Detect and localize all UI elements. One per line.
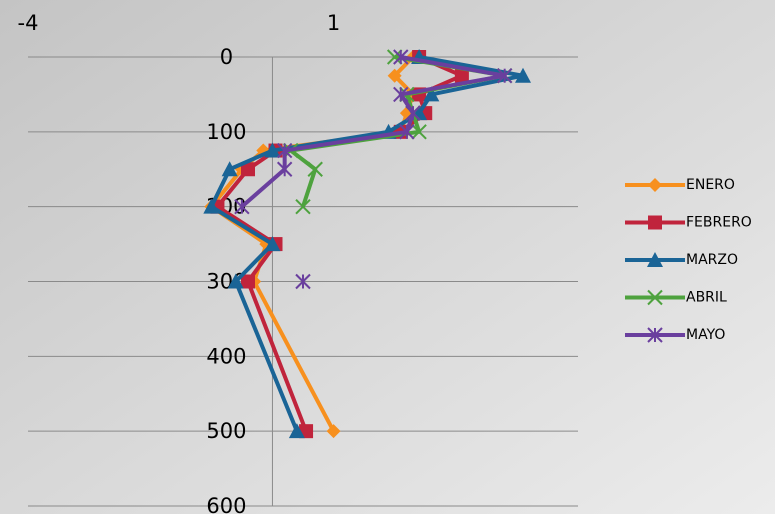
marker-shape [648,215,662,230]
marker [288,423,305,439]
marker-shape [295,198,311,215]
marker-shape [241,274,255,289]
marker-shape [387,68,402,83]
y-tick-label: 400 [206,344,246,368]
marker [411,124,427,140]
y-tick-label: 500 [206,419,246,443]
marker [234,198,250,215]
marker [241,162,255,177]
marker [264,236,281,252]
marker [387,68,402,83]
marker [647,252,663,267]
marker-shape [264,236,281,252]
y-tick-label: 600 [206,494,246,514]
marker-shape [411,124,427,140]
marker [264,142,281,158]
legend-label: ENERO [686,177,735,193]
x-tick-label: -4 [18,11,39,35]
marker-shape [515,67,531,83]
marker [295,273,311,290]
marker [307,161,323,177]
marker-shape [647,252,663,267]
marker-shape [386,49,403,65]
marker-shape [203,198,220,214]
x-tick-label: 1 [327,11,340,35]
y-tick-label: 100 [206,120,246,144]
marker-shape [264,142,281,158]
marker-shape [423,86,440,102]
y-tick-label: 0 [220,45,233,69]
marker-shape [221,161,238,177]
marker-shape [648,178,662,192]
legend-label: FEBRERO [686,215,752,231]
marker [393,86,409,103]
marker [647,289,663,306]
marker [276,142,293,159]
marker [515,67,531,83]
marker [276,161,293,177]
marker [647,327,663,343]
marker [241,274,255,289]
marker [393,49,409,65]
marker-shape [227,273,244,289]
marker [454,68,469,83]
legend-label: MARZO [686,252,738,268]
marker [326,424,341,439]
marker-shape [647,289,663,306]
legend-label: MAYO [686,327,725,343]
marker [423,86,440,102]
marker [399,124,415,140]
marker-shape [307,161,323,177]
marker [386,49,403,65]
marker [203,198,220,214]
marker [405,105,421,121]
marker-shape [326,424,341,439]
marker [227,273,244,289]
marker-shape [288,423,305,439]
marker [648,215,662,230]
marker [295,198,311,215]
legend-label: ABRIL [686,290,727,306]
marker-shape [241,162,255,177]
marker [496,68,513,84]
marker [648,178,662,192]
marker [221,161,238,177]
marker-shape [454,68,469,83]
